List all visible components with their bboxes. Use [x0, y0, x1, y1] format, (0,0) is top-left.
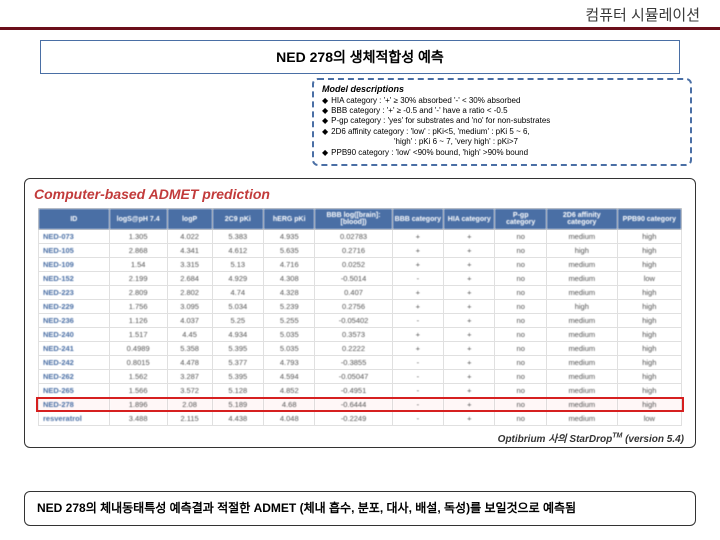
col-header: ID	[39, 209, 110, 230]
table-row: NED-1091.543.3155.134.7160.0252++nomediu…	[39, 258, 682, 272]
table-row: NED-2420.80154.4785.3774.793-0.3855-+nom…	[39, 356, 682, 370]
col-header: logS@pH 7.4	[109, 209, 167, 230]
table-row: NED-2232.8092.8024.744.3280.407++nomediu…	[39, 286, 682, 300]
footer-note: NED 278의 체내동태특성 예측결과 적절한 ADMET (체내 흡수, 분…	[24, 491, 696, 526]
admet-table: IDlogS@pH 7.4logP2C9 pKihERG pKiBBB log(…	[38, 208, 682, 426]
model-item: HIA category : '+' ≥ 30% absorbed '-' < …	[331, 96, 520, 106]
page-header: 컴퓨터 시뮬레이션	[0, 0, 720, 30]
table-row: NED-2651.5663.5725.1284.852-0.4951-+nome…	[39, 384, 682, 398]
col-header: HIA category	[444, 209, 495, 230]
col-header: logP	[167, 209, 212, 230]
table-row: NED-2401.5174.454.9345.0350.3573++nomedi…	[39, 328, 682, 342]
model-item: BBB category : '+' ≥ -0.5 and '-' have a…	[331, 106, 507, 116]
col-header: 2D6 affinity category	[546, 209, 617, 230]
chart-title: Computer-based ADMET prediction	[34, 186, 270, 202]
table-row: NED-2621.5623.2875.3954.594-0.05047-+nom…	[39, 370, 682, 384]
model-item: P-gp category : 'yes' for substrates and…	[331, 116, 550, 126]
model-desc-title: Model descriptions	[322, 84, 682, 96]
admet-table-wrap: IDlogS@pH 7.4logP2C9 pKihERG pKiBBB log(…	[38, 208, 682, 426]
table-row: NED-2361.1264.0375.255.255-0.05402-+nome…	[39, 314, 682, 328]
page-title: NED 278의 생체적합성 예측	[40, 40, 680, 74]
col-header: 2C9 pKi	[212, 209, 263, 230]
table-row: NED-2410.49895.3585.3955.0350.2222++nome…	[39, 342, 682, 356]
table-row: NED-1052.8684.3414.6125.6350.2716++nohig…	[39, 244, 682, 258]
table-row: NED-0731.3054.0225.3834.9350.02783++nome…	[39, 230, 682, 244]
col-header: BBB category	[392, 209, 443, 230]
chart-credit: Optibrium 사의 StarDropTM (version 5.4)	[498, 430, 684, 445]
col-header: P-gp category	[495, 209, 546, 230]
model-item: PPB90 category : 'low' <90% bound, 'high…	[331, 148, 528, 158]
table-row: NED-2781.8962.085.1894.68-0.6444-+nomedi…	[39, 398, 682, 412]
model-item: 2D6 affinity category : 'low' : pKi<5, '…	[331, 127, 530, 137]
col-header: BBB log([brain]:[blood])	[315, 209, 392, 230]
col-header: PPB90 category	[617, 209, 681, 230]
model-item-sub: 'high' : pKi 6 ~ 7, 'very high' : pKi>7	[394, 137, 518, 147]
table-row: resveratrol3.4882.1154.4384.048-0.2249-+…	[39, 412, 682, 426]
col-header: hERG pKi	[264, 209, 315, 230]
table-row: NED-1522.1992.6844.9294.308-0.5014-+nome…	[39, 272, 682, 286]
model-description-box: Model descriptions ◆HIA category : '+' ≥…	[312, 78, 692, 166]
table-row: NED-2291.7563.0955.0345.2390.2756++nohig…	[39, 300, 682, 314]
